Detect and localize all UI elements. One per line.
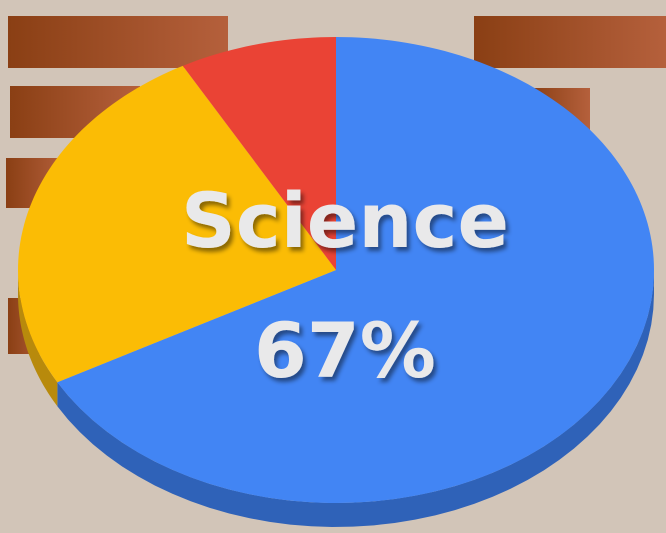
pie [18, 37, 655, 527]
slice-value-label: 67% [254, 306, 436, 395]
slice [57, 37, 654, 503]
slice [182, 37, 336, 270]
slice [18, 65, 336, 383]
slice-label: Science [181, 176, 509, 265]
slice-side [18, 270, 58, 407]
